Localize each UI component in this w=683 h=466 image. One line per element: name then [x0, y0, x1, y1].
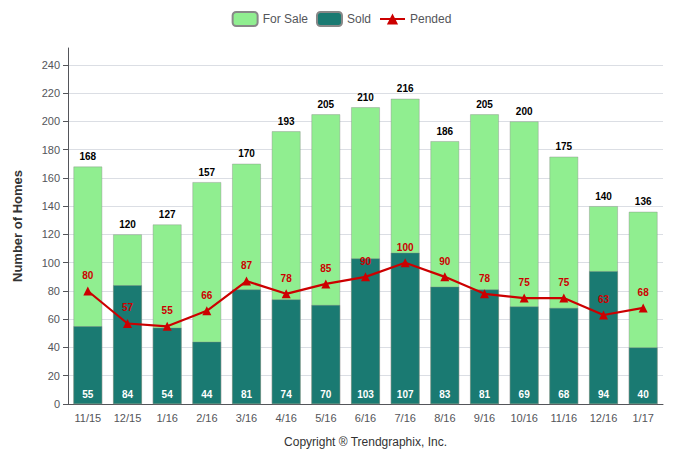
svg-text:Number of Homes: Number of Homes	[10, 170, 25, 282]
svg-text:54: 54	[162, 389, 174, 400]
svg-text:120: 120	[119, 219, 136, 230]
svg-text:12/16: 12/16	[590, 412, 618, 424]
svg-text:220: 220	[42, 87, 60, 99]
svg-text:216: 216	[397, 83, 414, 94]
svg-text:127: 127	[159, 209, 176, 220]
svg-text:6/16: 6/16	[355, 412, 376, 424]
svg-text:11/16: 11/16	[550, 412, 577, 424]
svg-text:9/16: 9/16	[474, 412, 495, 424]
svg-text:84: 84	[122, 389, 134, 400]
svg-text:74: 74	[281, 389, 293, 400]
svg-text:186: 186	[436, 126, 453, 137]
svg-text:157: 157	[198, 167, 215, 178]
svg-text:107: 107	[397, 389, 414, 400]
svg-text:66: 66	[201, 290, 213, 301]
svg-text:180: 180	[42, 144, 60, 156]
svg-text:78: 78	[479, 273, 491, 284]
svg-text:175: 175	[555, 141, 572, 152]
svg-text:100: 100	[397, 242, 414, 253]
svg-text:120: 120	[42, 228, 60, 240]
svg-text:40: 40	[638, 389, 650, 400]
svg-text:78: 78	[281, 273, 293, 284]
svg-text:3/16: 3/16	[236, 412, 257, 424]
svg-text:60: 60	[48, 313, 60, 325]
svg-text:68: 68	[638, 287, 650, 298]
svg-text:For Sale: For Sale	[263, 12, 309, 26]
svg-text:205: 205	[317, 99, 334, 110]
svg-text:85: 85	[320, 263, 332, 274]
svg-text:55: 55	[162, 305, 174, 316]
svg-text:90: 90	[439, 256, 451, 267]
svg-text:160: 160	[42, 172, 60, 184]
svg-text:8/16: 8/16	[434, 412, 455, 424]
svg-text:57: 57	[122, 302, 134, 313]
svg-text:170: 170	[238, 148, 255, 159]
svg-text:68: 68	[558, 389, 570, 400]
svg-text:240: 240	[42, 59, 60, 71]
svg-text:210: 210	[357, 92, 374, 103]
svg-text:5/16: 5/16	[315, 412, 336, 424]
svg-text:200: 200	[516, 106, 533, 117]
svg-text:140: 140	[42, 200, 60, 212]
svg-text:70: 70	[320, 389, 332, 400]
svg-text:75: 75	[519, 277, 531, 288]
svg-text:Pended: Pended	[410, 12, 451, 26]
svg-text:7/16: 7/16	[394, 412, 415, 424]
svg-text:83: 83	[439, 389, 451, 400]
svg-text:80: 80	[82, 270, 94, 281]
svg-text:2/16: 2/16	[196, 412, 217, 424]
svg-text:200: 200	[42, 115, 60, 127]
svg-text:136: 136	[635, 196, 652, 207]
svg-text:81: 81	[241, 389, 253, 400]
svg-text:90: 90	[360, 256, 372, 267]
svg-text:205: 205	[476, 99, 493, 110]
svg-text:Sold: Sold	[347, 12, 371, 26]
svg-text:69: 69	[519, 389, 531, 400]
svg-text:140: 140	[595, 191, 612, 202]
svg-text:100: 100	[42, 257, 60, 269]
svg-text:10/16: 10/16	[510, 412, 538, 424]
svg-text:Copyright ® Trendgraphix, Inc.: Copyright ® Trendgraphix, Inc.	[284, 435, 447, 449]
svg-text:94: 94	[598, 389, 610, 400]
svg-text:75: 75	[558, 277, 570, 288]
svg-text:20: 20	[48, 370, 60, 382]
svg-text:11/15: 11/15	[74, 412, 101, 424]
svg-text:103: 103	[357, 389, 374, 400]
svg-text:87: 87	[241, 260, 253, 271]
svg-text:12/15: 12/15	[114, 412, 142, 424]
svg-text:44: 44	[201, 389, 213, 400]
svg-text:4/16: 4/16	[275, 412, 296, 424]
svg-text:55: 55	[82, 389, 94, 400]
svg-text:193: 193	[278, 116, 295, 127]
svg-text:40: 40	[48, 341, 60, 353]
svg-text:0: 0	[54, 398, 60, 410]
svg-text:1/16: 1/16	[156, 412, 177, 424]
svg-text:80: 80	[48, 285, 60, 297]
svg-text:168: 168	[79, 151, 96, 162]
svg-text:81: 81	[479, 389, 491, 400]
svg-text:1/17: 1/17	[632, 412, 653, 424]
svg-text:63: 63	[598, 294, 610, 305]
